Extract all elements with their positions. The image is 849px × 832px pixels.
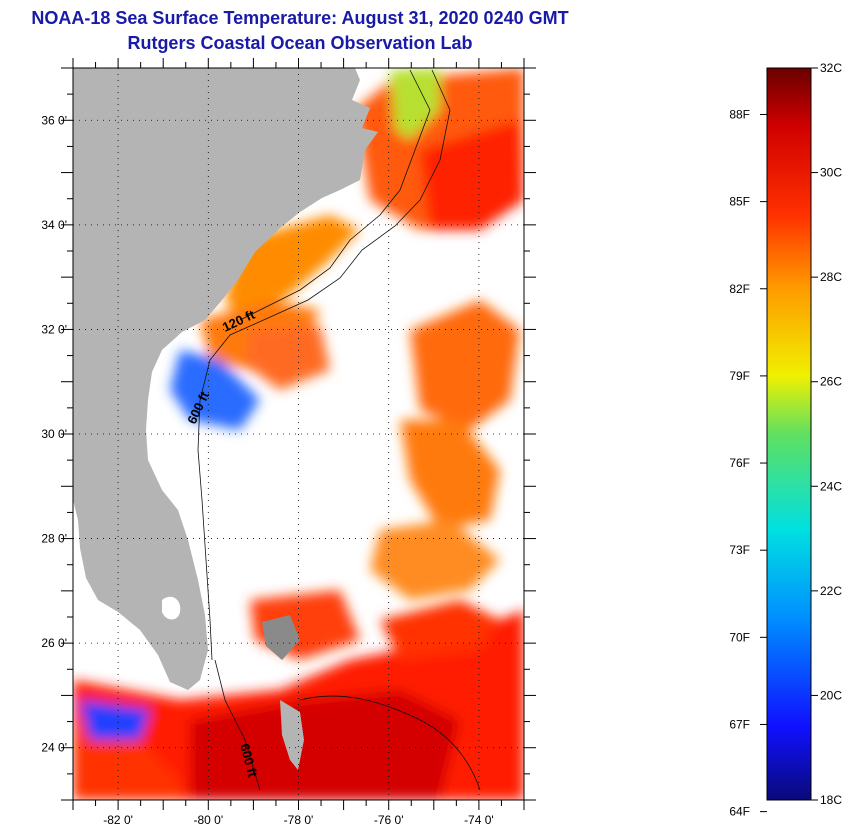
sst-data-layer [73, 68, 524, 800]
scale-label-c: 22C [820, 584, 842, 598]
scale-label-c: 26C [820, 375, 842, 389]
scale-label-f: 70F [729, 630, 750, 644]
lat-tick-label: 36 0' [41, 113, 67, 127]
lon-tick-label: -78 0' [284, 813, 314, 827]
lat-tick-label: 24 0' [41, 741, 67, 755]
lat-tick-label: 34 0' [41, 218, 67, 232]
scale-label-c: 18C [820, 793, 842, 807]
lat-tick-label: 26 0' [41, 636, 67, 650]
scale-label-f: 73F [729, 543, 750, 557]
lat-tick-label: 32 0' [41, 322, 67, 336]
lat-tick-label: 30 0' [41, 427, 67, 441]
map-title: NOAA-18 Sea Surface Temperature: August … [31, 8, 569, 28]
temperature-color-scale: 88F 85F 82F 79F 76F 73F 70F 67F 64F 32C 30C 28C 26C… [729, 61, 842, 819]
scale-label-c: 32C [820, 61, 842, 75]
map-subtitle: Rutgers Coastal Ocean Observation Lab [127, 33, 473, 53]
scale-label-f: 82F [729, 282, 750, 296]
color-scale-bar [766, 67, 812, 801]
scale-label-f: 64F [729, 805, 750, 819]
scale-label-f: 67F [729, 717, 750, 731]
latitude-labels: 36 0' 34 0' 32 0' 30 0' 28 0' 26 0' 24 0' [41, 113, 67, 754]
lon-tick-label: -74 0' [464, 813, 494, 827]
scale-label-f: 88F [729, 107, 750, 121]
bahamas-bank [262, 615, 300, 660]
cuba-island [280, 700, 304, 770]
scale-label-c: 20C [820, 688, 842, 702]
scale-label-f: 79F [729, 369, 750, 383]
lat-tick-label: 28 0' [41, 532, 67, 546]
lat-lon-grid [73, 68, 524, 800]
fahrenheit-scale-labels: 88F 85F 82F 79F 76F 73F 70F 67F 64F [729, 107, 767, 819]
lon-tick-label: -76 0' [374, 813, 404, 827]
scale-label-f: 76F [729, 456, 750, 470]
lon-tick-label: -80 0' [193, 813, 223, 827]
sst-map: 120 ft 600 ft 600 ft [73, 68, 524, 800]
celsius-scale-labels: 32C 30C 28C 26C 24C 22C 20C 18C [811, 61, 842, 807]
lon-tick-label: -82 0' [103, 813, 133, 827]
us-mainland [73, 68, 378, 690]
depth-contours [197, 69, 481, 791]
axis-ticks [61, 58, 536, 810]
scale-label-f: 85F [729, 195, 750, 209]
scale-label-c: 30C [820, 166, 842, 180]
longitude-labels: -82 0' -80 0' -78 0' -76 0' -74 0' [103, 813, 493, 827]
lake-okeechobee [162, 596, 181, 620]
scale-label-c: 24C [820, 479, 842, 493]
scale-label-c: 28C [820, 270, 842, 284]
